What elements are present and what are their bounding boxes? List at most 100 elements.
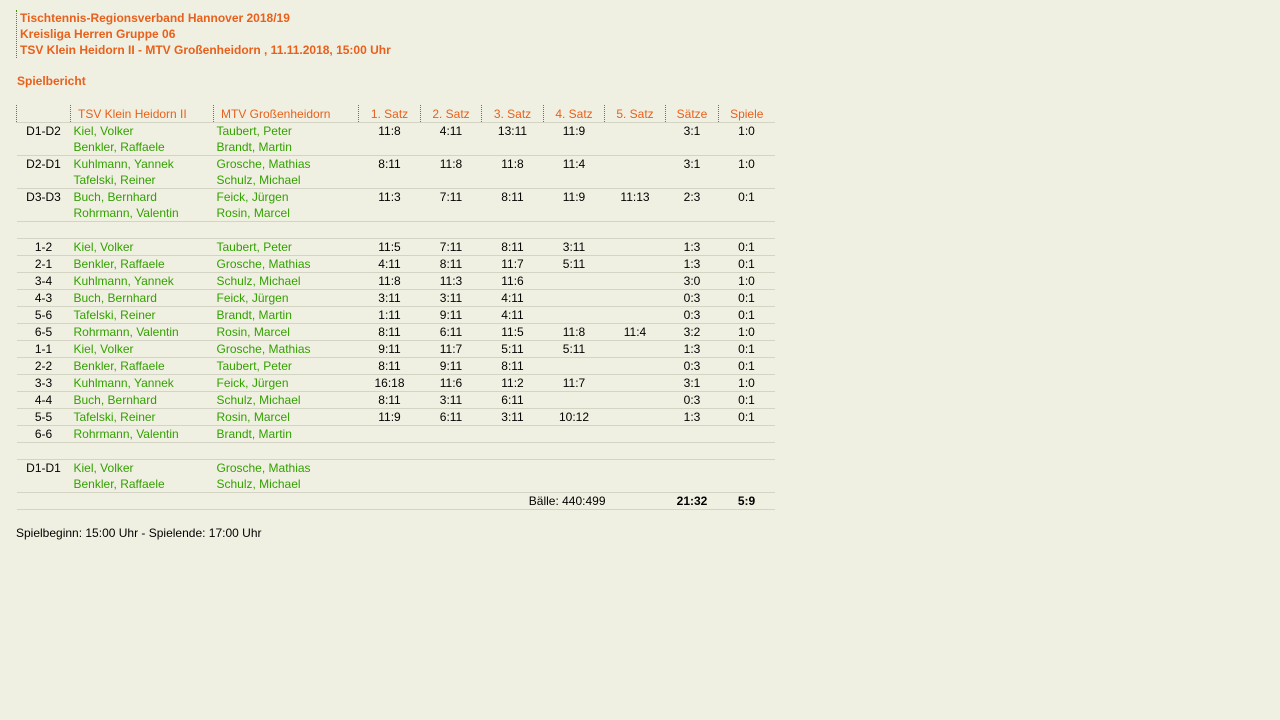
set-score [543,357,605,375]
table-row: D1-D2 Kiel, Volker Benkler, Raffaele Tauber… [16,122,775,156]
games-result: 0:1 [718,255,775,273]
set-score [543,425,605,443]
player-name: Rohrmann, Valentin [73,427,179,441]
set-score [481,425,544,443]
games-result [718,425,775,443]
sets-result: 0:3 [665,289,719,307]
set-score [358,425,421,443]
away-players: Schulz, Michael [213,391,359,409]
games-result: 1:0 [718,323,775,341]
sets-result: 3:1 [665,155,719,189]
player-name: Kuhlmann, Yannek [73,157,174,171]
pairing: D1-D2 [16,122,71,156]
set-score: 3:11 [481,408,544,426]
player-name: Feick, Jürgen [216,190,289,204]
player-name: Kiel, Volker [73,461,134,475]
away-players: Feick, Jürgen [213,374,359,392]
set-score: 5:11 [481,340,544,358]
player-name: Taubert, Peter [216,359,292,373]
set-score: 4:11 [481,289,544,307]
pairing: 4-3 [16,289,71,307]
set-score: 11:2 [481,374,544,392]
pairing: 5-6 [16,306,71,324]
player-name: Rosin, Marcel [216,410,290,424]
set-score: 11:3 [420,272,482,290]
games-result: 0:1 [718,391,775,409]
set-score [543,289,605,307]
set-score: 8:11 [481,238,544,256]
games-result: 1:0 [718,272,775,290]
player-name: Benkler, Raffaele [73,477,165,491]
pairing: 6-6 [16,425,71,443]
column-header: 3. Satz [481,105,544,123]
set-score [604,238,666,256]
player-name: Tafelski, Reiner [73,410,156,424]
set-score [604,340,666,358]
pairing: 1-1 [16,340,71,358]
games-total: 5:9 [718,492,775,510]
table-header: TSV Klein Heidorn II MTV Großenheidorn 1. … [16,105,775,123]
set-score [604,272,666,290]
set-score [604,289,666,307]
set-score [604,122,666,156]
set-score: 13:11 [481,122,544,156]
away-players: Grosche, Mathias [213,340,359,358]
home-players: Benkler, Raffaele [70,357,214,375]
home-players: Kiel, Volker [70,340,214,358]
set-score: 5:11 [543,340,605,358]
set-score: 7:11 [420,238,482,256]
column-header: Sätze [665,105,719,123]
set-score: 11:4 [604,323,666,341]
table-row: 1-1 Kiel, Volker Grosche, Mathias 9:11 11:7 5… [16,340,775,358]
table-row: 1-2 Kiel, Volker Taubert, Peter 11:5 7:11 8:1… [16,238,775,256]
player-name: Grosche, Mathias [216,461,311,475]
column-header: Spiele [718,105,775,123]
match-report-table: TSV Klein Heidorn II MTV Großenheidorn 1. … [16,105,775,510]
set-score: 3:11 [420,289,482,307]
section-title: Spielbericht [17,74,86,88]
set-score: 11:3 [358,188,421,222]
sets-result: 3:2 [665,323,719,341]
set-score: 11:4 [543,155,605,189]
set-score: 6:11 [420,408,482,426]
away-players: Rosin, Marcel [213,323,359,341]
pairing: 3-4 [16,272,71,290]
player-name: Feick, Jürgen [216,291,289,305]
player-name: Schulz, Michael [216,393,301,407]
set-score: 9:11 [420,357,482,375]
set-score: 11:13 [604,188,666,222]
set-score: 1:11 [358,306,421,324]
pairing: D3-D3 [16,188,71,222]
sets-result: 3:0 [665,272,719,290]
set-score: 4:11 [420,122,482,156]
sets-result: 1:3 [665,255,719,273]
spacer-cell [16,442,775,460]
away-players: Grosche, Mathias [213,255,359,273]
set-score: 8:11 [420,255,482,273]
set-score: 11:7 [481,255,544,273]
set-score: 4:11 [481,306,544,324]
sets-result: 0:3 [665,357,719,375]
pairing: D2-D1 [16,155,71,189]
spacer-row [16,442,775,460]
set-score: 3:11 [358,289,421,307]
away-players: Brandt, Martin [213,425,359,443]
home-players: Kuhlmann, Yannek [70,374,214,392]
set-score: 16:18 [358,374,421,392]
home-players: Kiel, Volker [70,238,214,256]
player-name: Buch, Bernhard [73,393,157,407]
home-players: Rohrmann, Valentin [70,323,214,341]
player-name: Schulz, Michael [216,477,301,491]
set-score: 11:7 [420,340,482,358]
games-result: 0:1 [718,408,775,426]
set-score: 9:11 [420,306,482,324]
table-row: 3-4 Kuhlmann, Yannek Schulz, Michael 11:8 11… [16,272,775,290]
home-players: Kuhlmann, Yannek [70,272,214,290]
player-name: Rohrmann, Valentin [73,325,179,339]
table-row: D1-D1 Kiel, Volker Benkler, Raffaele Grosch… [16,459,775,493]
games-result: 0:1 [718,289,775,307]
set-score [543,272,605,290]
sets-result: 1:3 [665,238,719,256]
set-score: 3:11 [543,238,605,256]
games-result: 0:1 [718,306,775,324]
